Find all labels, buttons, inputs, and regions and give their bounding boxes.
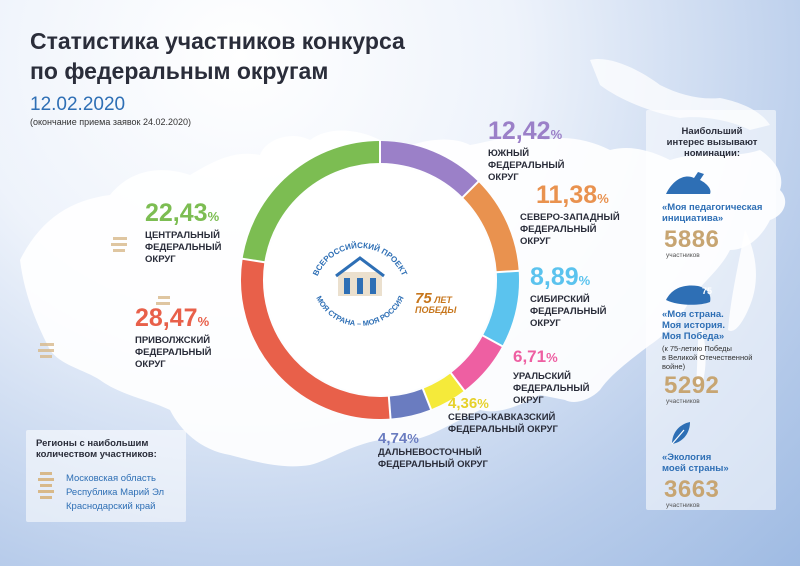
logo-arc-bottom: МОЯ СТРАНА – МОЯ РОССИЯ bbox=[314, 294, 405, 326]
nomination-1-count: 5886 bbox=[664, 226, 720, 253]
label-siberia: 8,89% СИБИРСКИЙ ФЕДЕРАЛЬНЫЙ ОКРУГ bbox=[530, 263, 607, 329]
label-caucasus: 4,36% СЕВЕРО-КАВКАЗСКИЙ ФЕДЕРАЛЬНЫЙ ОКРУ… bbox=[448, 395, 558, 436]
nomination-2-title: «Моя страна. Моя история. Моя Победа» bbox=[662, 309, 726, 342]
title-line-1: Статистика участников конкурса bbox=[30, 28, 405, 54]
project-logo: ВСЕРОССИЙСКИЙ ПРОЕКТ МОЯ СТРАНА – МОЯ РО… bbox=[311, 241, 409, 326]
nomination-3-title: «Экология моей страны» bbox=[662, 452, 729, 474]
label-volga: 28,47% ПРИВОЛЖСКИЙ ФЕДЕРАЛЬНЫЙ ОКРУГ bbox=[135, 304, 212, 370]
hatch-swatch-icon bbox=[38, 472, 54, 499]
nominations-panel bbox=[646, 110, 776, 510]
legend-item-moscow-oblast: Московская область bbox=[66, 473, 156, 484]
regions-legend bbox=[26, 430, 186, 522]
donut-separator-7 bbox=[241, 257, 266, 264]
donut-separator-1 bbox=[461, 180, 480, 199]
label-northwest: 11,38% СЕВЕРО-ЗАПАДНЫЙ ФЕДЕРАЛЬНЫЙ ОКРУГ bbox=[520, 181, 620, 247]
leaf-icon bbox=[671, 422, 690, 445]
nomination-1-unit: участников bbox=[666, 252, 700, 259]
victory-75-badge: 75 ЛЕТ ПОБЕДЫ bbox=[415, 290, 457, 315]
donut-slice-7 bbox=[242, 141, 381, 263]
map-badge-icon: 75 bbox=[666, 285, 712, 305]
donut-slice-3 bbox=[450, 335, 503, 391]
donut-slice-6 bbox=[241, 258, 391, 419]
donut-separator-4 bbox=[449, 371, 466, 392]
legend-title: Регионы с наибольшим количеством участни… bbox=[36, 438, 157, 460]
label-ural: 6,71% УРАЛЬСКИЙ ФЕДЕРАЛЬНЫЙ ОКРУГ bbox=[513, 347, 590, 406]
nomination-3-count: 3663 bbox=[664, 476, 720, 503]
report-date: 12.02.2020 bbox=[30, 94, 126, 115]
legend-item-mari-el: Республика Марий Эл bbox=[66, 487, 165, 498]
donut-separator-3 bbox=[481, 334, 504, 348]
pelican-icon bbox=[666, 172, 711, 194]
map-badge-number: 75 bbox=[702, 286, 712, 296]
legend-item-krasnodar: Краснодарский край bbox=[66, 501, 156, 512]
donut-slice-0 bbox=[379, 141, 479, 198]
nomination-2-note: (к 75-летию Победы в Великой Отечественн… bbox=[662, 344, 753, 371]
date-note: (окончание приема заявок 24.02.2020) bbox=[30, 117, 191, 127]
region-hatch-moscow bbox=[111, 237, 127, 252]
label-fareast: 4,74% ДАЛЬНЕВОСТОЧНЫЙ ФЕДЕРАЛЬНЫЙ ОКРУГ bbox=[378, 430, 488, 471]
donut-slice-1 bbox=[462, 181, 519, 273]
donut-separator-5 bbox=[421, 387, 433, 411]
donut-separator-6 bbox=[387, 395, 392, 420]
nomination-1-title: «Моя педагогическая инициатива» bbox=[662, 202, 763, 224]
logo-house-icon bbox=[335, 256, 385, 296]
donut-slices bbox=[241, 140, 520, 420]
region-hatch-krasnodar bbox=[38, 343, 54, 358]
label-central: 22,43% ЦЕНТРАЛЬНЫЙ ФЕДЕРАЛЬНЫЙ ОКРУГ bbox=[145, 199, 222, 265]
donut-slice-5 bbox=[388, 388, 431, 419]
region-hatch-mari bbox=[156, 296, 170, 305]
nomination-3-unit: участников bbox=[666, 502, 700, 509]
donut-separator-2 bbox=[495, 269, 520, 274]
panel-heading: Наибольший интерес вызывают номинации: bbox=[666, 126, 758, 159]
donut-slice-2 bbox=[482, 270, 519, 347]
nomination-2-count: 5292 bbox=[664, 372, 720, 399]
page-title: Статистика участников конкурса по федера… bbox=[30, 26, 405, 86]
donut-hole bbox=[265, 165, 495, 395]
title-line-2: по федеральным округам bbox=[30, 58, 329, 84]
nomination-2-unit: участников bbox=[666, 398, 700, 405]
label-south: 12,42% ЮЖНЫЙ ФЕДЕРАЛЬНЫЙ ОКРУГ bbox=[488, 117, 565, 183]
